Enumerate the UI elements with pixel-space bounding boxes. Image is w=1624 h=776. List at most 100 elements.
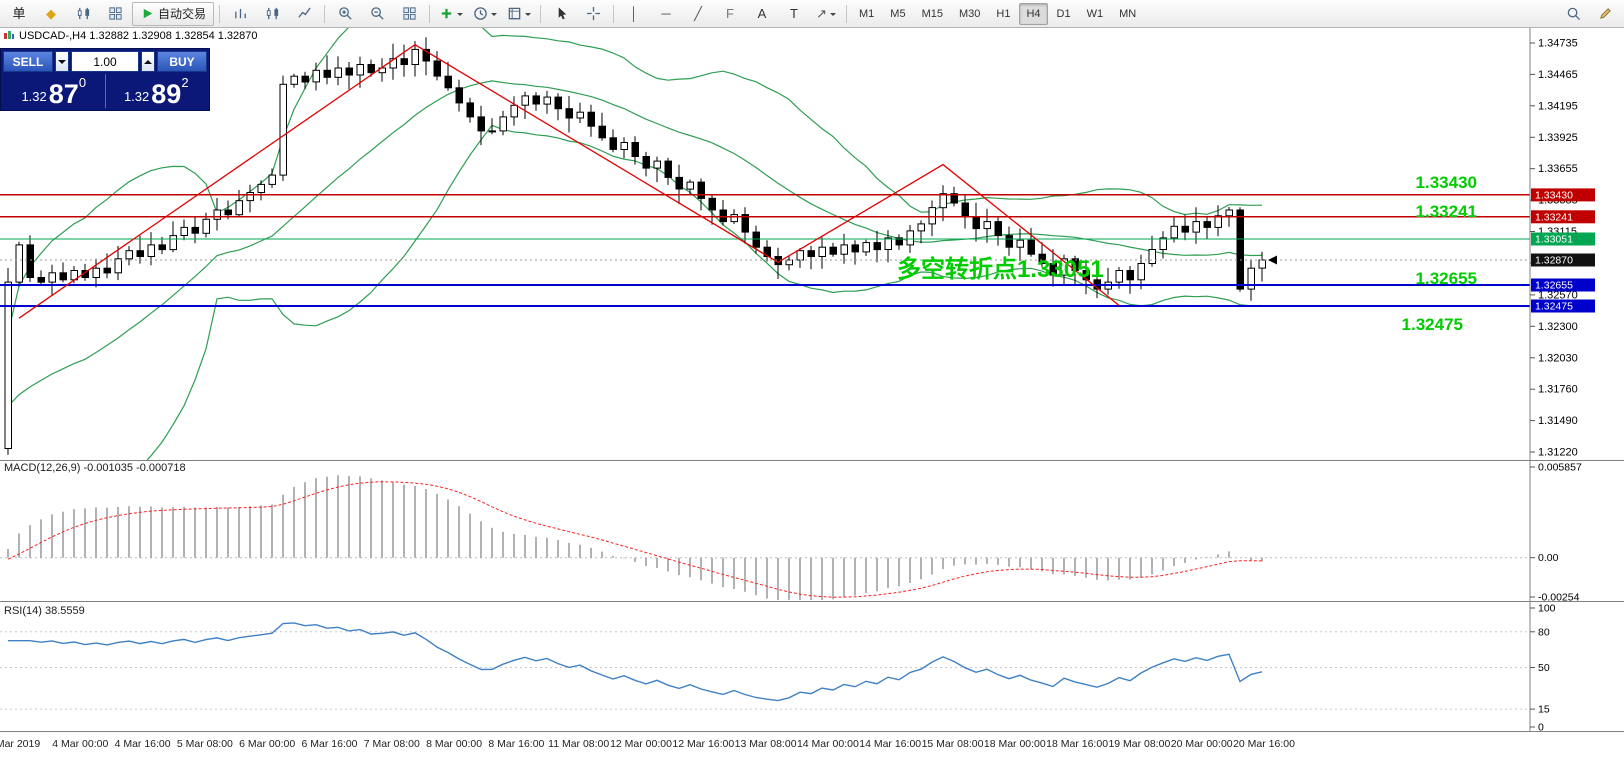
timeframe-h4[interactable]: H4	[1019, 2, 1048, 25]
time-label: 18 Mar 16:00	[1046, 738, 1109, 750]
timeframe-m30[interactable]: M30	[958, 7, 981, 20]
trendline-tool-icon[interactable]: ╱	[694, 6, 702, 21]
time-label: 12 Mar 00:00	[610, 738, 672, 750]
svg-text:-0.00254: -0.00254	[1538, 592, 1580, 604]
chart-edit-icon[interactable]	[1590, 2, 1620, 26]
svg-text:0.005857: 0.005857	[1538, 462, 1582, 474]
svg-text:1.31220: 1.31220	[1538, 447, 1578, 459]
buy-button[interactable]: BUY	[157, 51, 207, 72]
time-axis[interactable]: Mar 2019 4 Mar 00:00 4 Mar 16:00 5 Mar 08:0…	[0, 731, 1624, 776]
toolbar-separator	[429, 4, 431, 23]
svg-text:多空转折点1.33051: 多空转折点1.33051	[897, 255, 1104, 283]
toolbar-separator	[613, 4, 615, 23]
svg-text:1.33430: 1.33430	[1535, 189, 1573, 201]
svg-text:1.34735: 1.34735	[1538, 38, 1578, 50]
timeframe-m5[interactable]: M5	[890, 7, 906, 20]
time-label: 4 Mar 16:00	[114, 738, 171, 750]
time-label: 7 Mar 08:00	[363, 738, 420, 750]
volume-increase-button[interactable]	[141, 51, 155, 72]
svg-text:0.00: 0.00	[1538, 552, 1559, 564]
sell-button[interactable]: SELL	[3, 51, 53, 72]
sell-price-base: 1.32	[21, 89, 47, 104]
svg-text:1.33051: 1.33051	[1535, 233, 1573, 245]
toolbar-separator	[324, 4, 326, 23]
svg-text:50: 50	[1538, 662, 1550, 674]
new-chart-icon[interactable]	[68, 2, 98, 26]
svg-text:1.32570: 1.32570	[1538, 289, 1578, 301]
cursor-icon[interactable]	[546, 2, 576, 26]
timeframe-d1[interactable]: D1	[1056, 7, 1071, 20]
chart-bars-icon[interactable]	[225, 2, 255, 26]
timeframe-mn[interactable]: MN	[1119, 7, 1137, 20]
time-label: 6 Mar 16:00	[301, 738, 358, 750]
svg-text:1.33241: 1.33241	[1416, 202, 1477, 221]
toolbar-separator	[846, 4, 848, 23]
left-menu-partial: 单	[12, 6, 26, 21]
time-label: 19 Mar 08:00	[1108, 738, 1171, 750]
new-order-icon[interactable]: ◆	[46, 6, 56, 21]
svg-text:100: 100	[1538, 603, 1556, 615]
buy-price: 1.32 89 2	[104, 74, 208, 110]
vertical-line-tool-icon[interactable]: │	[629, 6, 639, 21]
templates-dropdown-icon[interactable]	[503, 2, 535, 26]
time-label: 5 Mar 08:00	[176, 738, 233, 750]
trade-prices: 1.32 87 0 1.32 89 2	[3, 74, 207, 108]
rsi-indicator-label: RSI(14) 38.5559	[4, 605, 85, 617]
chart-titlebar[interactable]: USDCAD-,H4 1.32882 1.32908 1.32854 1.328…	[0, 28, 1533, 44]
svg-text:80: 80	[1538, 626, 1550, 638]
time-label: 14 Mar 00:00	[796, 738, 859, 750]
chart-line-icon[interactable]	[289, 2, 319, 26]
time-label: 14 Mar 16:00	[859, 738, 922, 750]
periods-dropdown-icon[interactable]	[469, 2, 501, 26]
sell-price: 1.32 87 0	[3, 74, 105, 108]
fibonacci-tool-icon[interactable]: F	[726, 6, 734, 21]
svg-text:1.32655: 1.32655	[1416, 269, 1477, 288]
macd-indicator-label: MACD(12,26,9) -0.001035 -0.000718	[4, 462, 186, 474]
chart-candles-icon[interactable]	[257, 2, 287, 26]
svg-text:1.31490: 1.31490	[1538, 415, 1578, 427]
zoom-in-icon[interactable]	[330, 2, 360, 26]
zoom-out-icon[interactable]	[362, 2, 392, 26]
svg-text:1.32030: 1.32030	[1538, 352, 1578, 364]
timeframe-w1[interactable]: W1	[1086, 7, 1104, 20]
buy-price-sup: 2	[181, 75, 189, 90]
svg-text:1.33241: 1.33241	[1535, 211, 1573, 223]
volume-input[interactable]	[71, 51, 139, 72]
crosshair-icon[interactable]	[578, 2, 608, 26]
arrows-tool-icon[interactable]: ↗	[811, 2, 841, 26]
trade-controls-row: SELL BUY	[3, 51, 207, 72]
svg-text:1.33655: 1.33655	[1538, 163, 1578, 175]
chart-title: USDCAD-,H4 1.32882 1.32908 1.32854 1.328…	[19, 30, 258, 42]
chart-canvas[interactable]: 1.33430 1.33241 多空转折点1.33051 1.32655 1.32475…	[0, 28, 1624, 731]
chart-search-icon[interactable]	[1558, 2, 1588, 26]
time-label: 8 Mar 16:00	[488, 738, 545, 750]
time-label: 15 Mar 08:00	[921, 738, 984, 750]
timeframe-h1[interactable]: H1	[996, 7, 1011, 20]
tile-windows-icon[interactable]	[394, 2, 424, 26]
time-label: 18 Mar 00:00	[983, 738, 1046, 750]
timeframe-m15[interactable]: M15	[921, 7, 943, 20]
svg-text:1.32655: 1.32655	[1535, 280, 1573, 292]
toolbar-separator	[219, 4, 221, 23]
svg-text:1.33925: 1.33925	[1538, 132, 1578, 144]
timeframe-m1[interactable]: M1	[859, 7, 875, 20]
label-tool-icon[interactable]: T	[790, 6, 798, 21]
svg-text:1.32870: 1.32870	[1535, 255, 1573, 267]
volume-decrease-button[interactable]	[55, 51, 69, 72]
indicators-add-icon[interactable]	[435, 2, 467, 26]
time-label: 13 Mar 08:00	[734, 738, 797, 750]
auto-trading-button[interactable]: 自动交易	[132, 1, 215, 26]
buy-price-big: 89	[151, 79, 182, 110]
svg-text:1.31760: 1.31760	[1538, 384, 1578, 396]
time-label: 20 Mar 00:00	[1170, 738, 1233, 750]
text-tool-icon[interactable]: A	[757, 6, 767, 21]
time-label: 4 Mar 00:00	[52, 738, 109, 750]
time-label: 6 Mar 00:00	[239, 738, 296, 750]
profiles-icon[interactable]	[100, 2, 130, 26]
horizontal-line-tool-icon[interactable]: ─	[661, 6, 671, 21]
svg-text:15: 15	[1538, 704, 1550, 716]
time-label: 12 Mar 16:00	[672, 738, 735, 750]
svg-text:1.32475: 1.32475	[1402, 315, 1463, 334]
buy-price-base: 1.32	[123, 89, 150, 104]
